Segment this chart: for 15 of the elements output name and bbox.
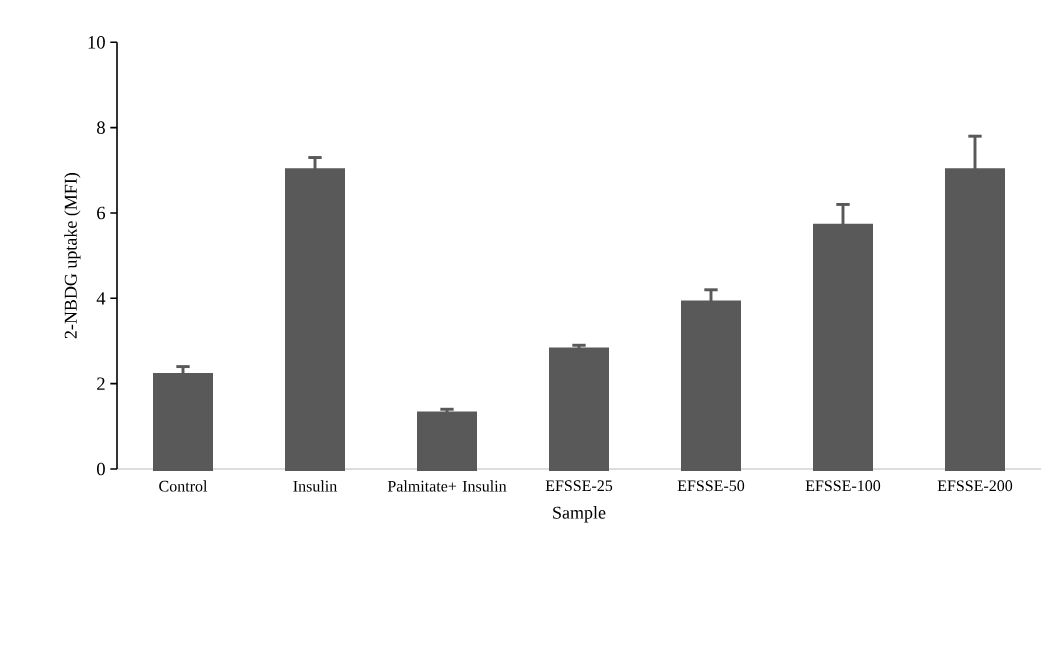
y-tick-label: 0 [97,462,105,476]
y-tick-label: 8 [97,121,105,134]
x-tick-label: Palmitate+ Insulin [387,480,507,492]
x-axis-title: Sample [553,506,606,523]
x-tick-label: EFSSE-25 [545,480,613,492]
y-tick-label: 10 [88,36,105,49]
y-axis-title: 2-NBDG uptake (MFI) [64,172,81,339]
y-tick-label: 6 [97,206,106,220]
x-tick-label: EFSSE-50 [677,480,745,492]
x-tick-label: Control [159,480,208,492]
y-tick-label: 4 [96,292,106,305]
x-tick-label: EFSSE-200 [937,480,1013,492]
x-tick-label: EFSSE-100 [805,480,881,492]
x-tick-label: Insulin [293,480,337,492]
y-tick-label: 2 [97,377,105,390]
